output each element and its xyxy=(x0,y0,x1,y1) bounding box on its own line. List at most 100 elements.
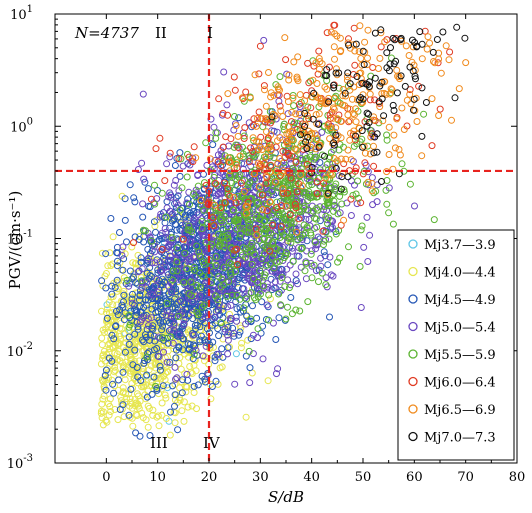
data-point xyxy=(284,189,291,197)
data-point xyxy=(208,383,216,390)
data-point xyxy=(324,194,332,202)
data-point xyxy=(274,83,282,91)
data-point xyxy=(169,210,176,218)
data-point xyxy=(230,206,238,214)
data-point xyxy=(310,89,318,97)
data-point xyxy=(269,219,276,227)
data-point xyxy=(232,160,240,168)
data-point xyxy=(330,81,337,89)
legend-label: Mj4.5—4.9 xyxy=(424,293,496,308)
legend-label: Mj5.5—5.9 xyxy=(424,348,496,363)
data-point xyxy=(287,195,295,203)
data-point xyxy=(385,67,393,75)
data-point xyxy=(403,96,411,104)
data-point xyxy=(279,185,287,193)
data-point xyxy=(146,341,154,349)
data-point xyxy=(246,174,254,182)
data-point xyxy=(224,185,232,193)
data-point xyxy=(196,283,204,291)
data-point xyxy=(284,151,292,159)
legend-marker xyxy=(408,266,418,277)
data-point xyxy=(286,219,294,227)
data-point xyxy=(107,408,115,415)
data-point xyxy=(158,229,166,237)
data-point xyxy=(158,245,166,253)
data-point xyxy=(326,253,334,261)
data-point xyxy=(331,30,339,38)
data-point xyxy=(377,43,385,51)
data-point xyxy=(251,266,259,274)
data-point xyxy=(101,329,108,336)
data-point xyxy=(98,400,106,408)
data-point xyxy=(240,187,248,195)
data-point xyxy=(191,342,199,350)
data-point xyxy=(236,234,244,242)
data-point xyxy=(320,99,328,107)
data-point xyxy=(147,331,154,339)
data-point xyxy=(209,141,217,149)
data-point xyxy=(102,386,110,394)
data-point xyxy=(310,261,318,269)
data-point xyxy=(280,181,288,189)
data-point xyxy=(175,330,183,338)
data-point xyxy=(129,384,137,392)
data-point xyxy=(102,366,110,374)
data-point xyxy=(237,344,245,352)
data-point xyxy=(152,282,160,290)
data-point xyxy=(242,209,250,217)
data-point xyxy=(154,352,162,360)
data-point xyxy=(287,182,295,190)
data-point xyxy=(105,411,113,419)
data-point xyxy=(383,200,391,208)
data-point xyxy=(98,307,105,315)
data-point xyxy=(411,202,418,210)
data-point xyxy=(288,310,296,318)
data-point xyxy=(233,291,241,299)
data-point xyxy=(219,274,227,282)
data-point xyxy=(123,238,130,246)
data-point xyxy=(156,134,164,142)
data-point xyxy=(300,221,308,229)
data-point xyxy=(159,322,166,330)
data-point xyxy=(120,298,127,306)
data-point xyxy=(368,187,376,195)
data-point xyxy=(106,403,114,410)
data-point xyxy=(97,409,105,417)
data-point xyxy=(213,181,221,189)
data-point xyxy=(350,24,358,32)
data-point xyxy=(171,162,179,169)
data-point xyxy=(173,263,180,271)
data-point xyxy=(233,305,241,313)
data-point xyxy=(214,230,222,238)
data-point xyxy=(321,184,329,191)
data-point xyxy=(285,130,293,138)
data-point xyxy=(183,265,191,273)
data-point xyxy=(215,300,223,308)
data-point xyxy=(115,348,123,355)
data-point xyxy=(118,251,126,259)
data-point xyxy=(225,259,233,266)
data-point xyxy=(109,380,117,388)
data-point xyxy=(338,117,345,125)
data-point xyxy=(273,370,280,378)
data-point xyxy=(386,60,394,68)
data-point xyxy=(113,249,121,257)
data-point xyxy=(172,288,180,296)
data-point xyxy=(397,72,405,80)
data-point xyxy=(289,136,297,143)
data-point xyxy=(152,145,160,153)
data-point xyxy=(336,192,344,200)
data-point xyxy=(188,228,196,236)
data-point xyxy=(262,262,270,269)
data-point xyxy=(307,229,315,237)
data-point xyxy=(358,222,366,230)
data-point xyxy=(446,48,454,56)
data-point xyxy=(190,143,198,151)
data-point xyxy=(387,85,395,93)
data-point xyxy=(198,225,206,232)
data-point xyxy=(329,272,337,280)
data-point xyxy=(361,48,369,56)
data-point xyxy=(126,181,134,189)
data-point xyxy=(229,251,237,259)
